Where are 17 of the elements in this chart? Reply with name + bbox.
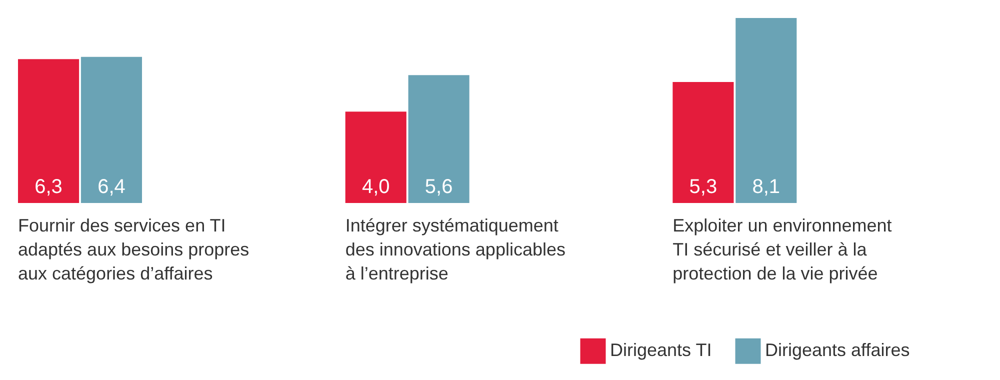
bar (345, 112, 406, 203)
data-label: 4,0 (362, 176, 390, 198)
bar (408, 75, 470, 203)
data-label: 8,1 (752, 176, 780, 198)
data-label: 6,3 (34, 176, 62, 198)
legend-label: Dirigeants affaires (765, 340, 910, 360)
data-label: 6,4 (98, 176, 126, 198)
x-tick-label: Fournir des services en TI adaptés aux besoins propres aux catégories d’affaires (18, 216, 250, 284)
bar (18, 59, 80, 203)
bar (736, 18, 797, 203)
x-tick-label: Exploiter un environnement TI sécurisé et veiller à la protection de la vie privée (672, 216, 892, 284)
data-label: 5,6 (424, 176, 453, 198)
data-label: 5,3 (689, 176, 718, 198)
x-tick-label: Intégrer systématiquement des innovations applicables à l’entreprise (345, 216, 566, 284)
bar (80, 56, 142, 203)
bar (672, 82, 734, 203)
legend-label: Dirigeants TI (610, 340, 712, 360)
